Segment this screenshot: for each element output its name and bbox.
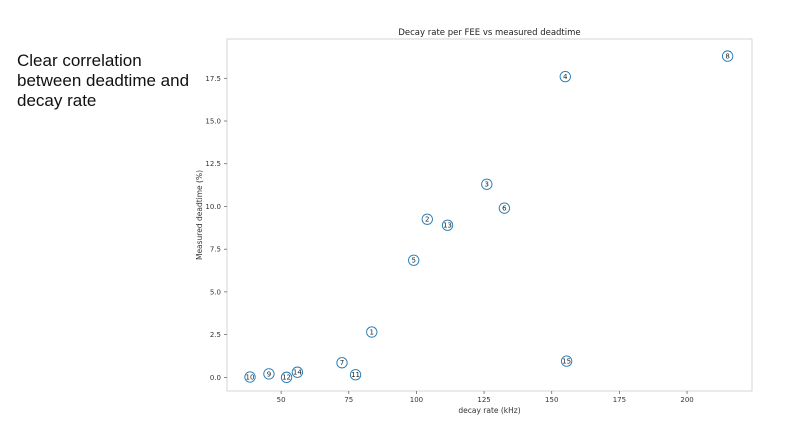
y-axis-label: Measured deadtime (%)	[195, 170, 204, 260]
y-tick-label: 5.0	[210, 288, 221, 296]
chart-title: Decay rate per FEE vs measured deadtime	[398, 28, 580, 38]
data-point-label: 11	[351, 371, 360, 379]
data-point-label: 4	[563, 73, 568, 81]
plot-area	[226, 38, 753, 392]
data-point-label: 10	[246, 373, 255, 381]
y-tick-label: 7.5	[210, 246, 221, 254]
data-point-marker	[336, 357, 348, 369]
data-point-marker	[559, 70, 571, 83]
data-point-marker	[721, 50, 734, 62]
data-point-marker	[421, 213, 433, 225]
x-tick-label: 75	[344, 396, 353, 404]
y-tick-label: 15.0	[205, 118, 221, 126]
data-point-label: 7	[340, 359, 344, 367]
data-point-marker	[349, 369, 362, 381]
x-tick-label: 125	[477, 396, 490, 404]
y-tick-label: 12.5	[205, 160, 221, 168]
x-tick-label: 175	[613, 396, 626, 404]
data-point-label: 9	[267, 370, 271, 378]
data-point-marker	[441, 219, 454, 231]
slide-annotation: Clear correlation between deadtime and d…	[17, 51, 190, 110]
y-axis: 0.0 2.5 5.0 7.5 10.0 12.5 15.0 17.5	[205, 75, 227, 382]
y-tick-label: 10.0	[205, 203, 221, 211]
data-point-label: 1	[370, 328, 374, 336]
data-point-label: 6	[502, 205, 507, 213]
data-point-label: 12	[282, 374, 291, 382]
data-point-label: 14	[293, 369, 302, 377]
x-tick-label: 100	[410, 396, 423, 404]
data-point-label: 5	[411, 257, 415, 265]
data-point-label: 8	[725, 52, 729, 60]
x-tick-label: 150	[545, 396, 558, 404]
data-point-marker	[481, 178, 493, 190]
data-point-marker	[263, 368, 275, 380]
x-tick-label: 50	[277, 396, 286, 404]
data-point-marker	[560, 355, 573, 367]
y-tick-label: 0.0	[210, 374, 221, 382]
data-point-marker	[244, 371, 256, 383]
y-tick-label: 2.5	[210, 331, 221, 339]
y-tick-label: 17.5	[205, 75, 221, 83]
data-point-label: 13	[443, 222, 452, 230]
data-point-marker	[408, 254, 420, 266]
data-point-label: 15	[562, 357, 571, 365]
data-point-label: 3	[485, 181, 489, 189]
x-axis: 50 75 100 125 150 175 200	[277, 391, 694, 404]
data-point-marker	[498, 202, 511, 214]
data-point-marker	[366, 326, 378, 338]
data-point-marker	[280, 371, 293, 383]
x-tick-label: 200	[680, 396, 693, 404]
data-point-label: 2	[425, 216, 429, 224]
data-point-marker	[291, 366, 304, 378]
x-axis-label: decay rate (kHz)	[458, 406, 520, 415]
